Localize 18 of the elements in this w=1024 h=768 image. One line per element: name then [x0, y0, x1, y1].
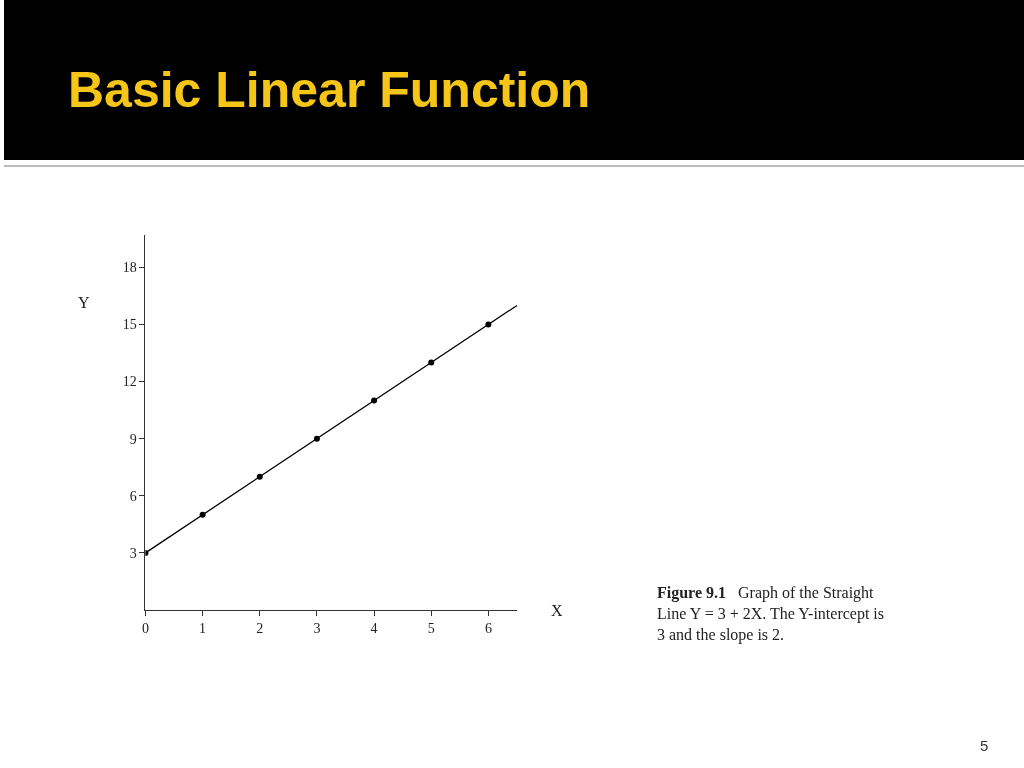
y-tick-label: 9	[129, 431, 137, 447]
x-axis-title: X	[551, 602, 563, 619]
x-tick-label: 2	[256, 620, 264, 636]
x-tick-label: 0	[141, 620, 149, 636]
y-tick-label: 6	[129, 488, 137, 504]
x-tick-label: 6	[484, 620, 492, 636]
y-tick-label: 12	[122, 374, 137, 390]
y-tick-label: 3	[129, 545, 137, 561]
x-tick-label: 4	[370, 620, 378, 636]
x-tick-label: 1	[199, 620, 207, 636]
y-tick-label: 15	[122, 317, 137, 333]
x-tick-label: 5	[427, 620, 435, 636]
text: 5	[980, 737, 989, 754]
caption: Figure 9.1	[657, 584, 727, 602]
y-axis-title: Y	[78, 294, 90, 311]
x-tick-label: 3	[313, 620, 321, 636]
chart-title: Basic Linear Function	[68, 62, 591, 118]
y-tick-label: 18	[122, 260, 137, 276]
